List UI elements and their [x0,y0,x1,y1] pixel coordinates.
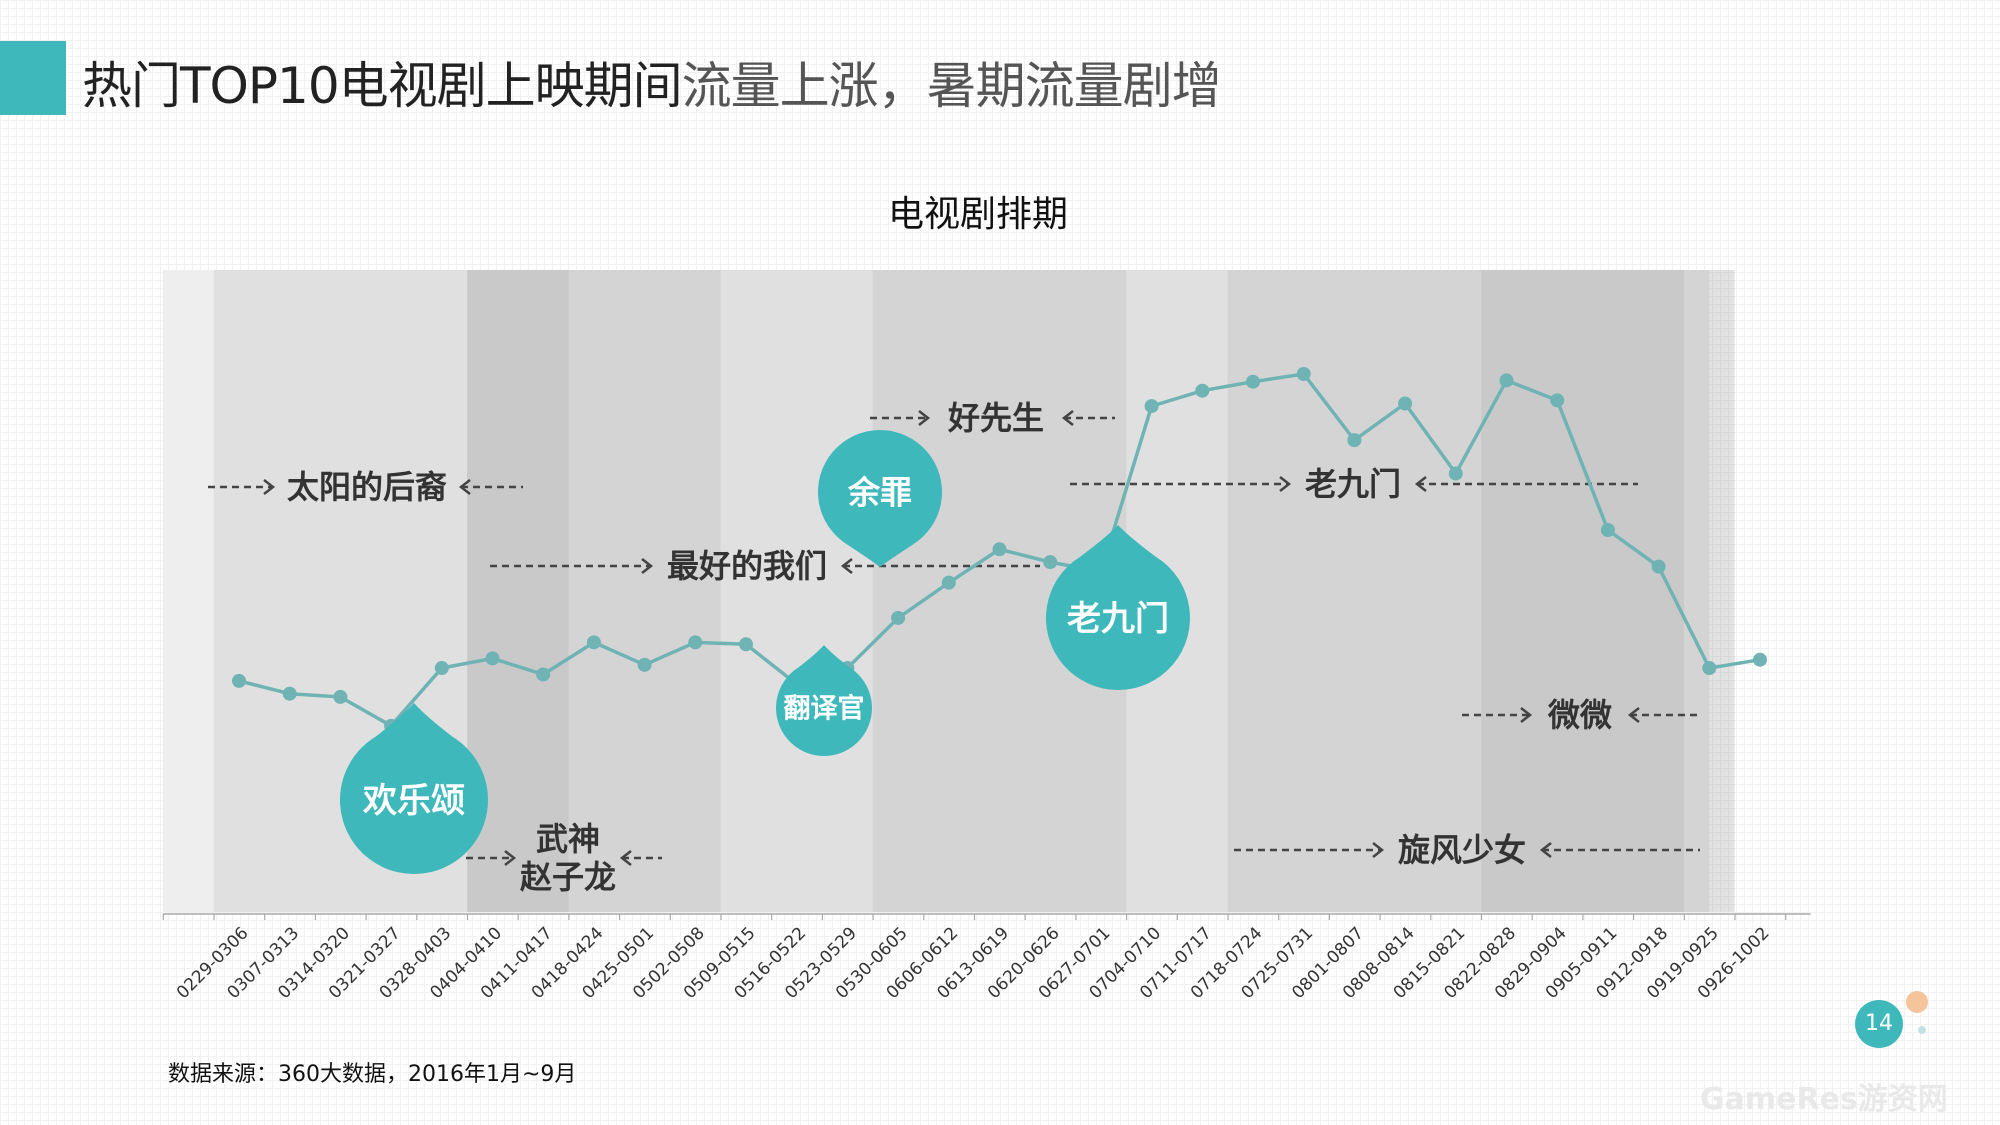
show-label-太阳的后裔: 太阳的后裔 [208,468,523,506]
watermark-logo: GameRes游资网 [1700,1082,1948,1117]
page-title-main: 热门TOP10电视剧上映期间 [82,57,683,115]
arrowhead-left [1372,842,1385,858]
traffic-point [333,689,348,704]
decor-dot-orange [1906,991,1928,1013]
traffic-series [232,367,1767,733]
traffic-point [586,635,601,650]
marker-drop [1046,525,1191,691]
arrowhead-right [1414,476,1427,492]
show-name: 最好的我们 [667,547,827,585]
page-title: 热门TOP10电视剧上映期间流量上涨，暑期流量剧增 [82,46,1222,118]
show-name: 武神 [536,820,600,858]
arrowhead-left [1279,476,1292,492]
arrowhead-left [504,850,517,866]
traffic-point [485,651,500,666]
marker-drop [776,645,873,756]
show-name: 好先生 [947,399,1044,437]
arrowhead-right [1061,410,1074,426]
marker-drop [340,703,488,875]
traffic-point [1651,559,1666,574]
traffic-point [637,657,652,672]
traffic-point [282,686,297,701]
arrowhead-left [1520,707,1533,723]
band-3 [467,270,1076,912]
traffic-point [1448,466,1463,481]
band-7 [1227,270,1735,912]
marker-drop [818,429,942,567]
arrowhead-right [1539,842,1552,858]
traffic-point [739,637,753,652]
show-name: 微微 [1547,696,1612,734]
show-label-老九门: 老九门 [1070,465,1638,503]
marker-label: 欢乐颂 [362,781,465,821]
arrowhead-right [458,479,471,495]
traffic-point [434,661,449,676]
show-name: 旋风少女 [1398,831,1526,869]
title-accent-bar [0,41,66,115]
band-2 [467,270,721,912]
traffic-point [1246,374,1260,389]
arrowhead-left [918,410,931,426]
x-axis: 0229-03060307-03130314-03200321-03270328… [162,913,1811,1003]
traffic-point [992,542,1007,557]
arrowhead-left [641,558,654,574]
traffic-point [1550,393,1565,408]
arrowhead-right [619,850,632,866]
show-label-好先生: 好先生 [870,399,1115,437]
schedule-chart: 电视剧排期 0229-03060307-03130314-03200321-03… [162,194,1811,1003]
traffic-point [1144,399,1159,414]
premiere-marker: 翻译官 [776,645,873,756]
traffic-point [688,635,703,650]
show-label-最好的我们: 最好的我们 [490,547,1040,585]
premiere-marker: 余罪 [818,429,942,567]
decor-dot-teal [1918,1026,1926,1034]
marker-label: 翻译官 [784,693,865,725]
premiere-marker: 欢乐颂 [340,703,488,875]
traffic-point [1753,652,1767,667]
traffic-point [1296,367,1311,382]
marker-label: 余罪 [847,474,912,512]
marker-label: 老九门 [1067,599,1169,639]
arrowhead-right [840,558,853,574]
arrowhead-left [263,479,276,495]
chart-title: 电视剧排期 [888,194,1068,235]
show-name: 老九门 [1305,465,1401,503]
page-title-rest: 流量上涨，暑期流量剧增 [681,57,1222,115]
band-6 [1481,270,1735,912]
traffic-point [1347,433,1362,448]
page-number: 14 [1855,1000,1903,1048]
traffic-point [1398,396,1413,411]
show-label-旋风少女: 旋风少女 [1234,831,1700,869]
traffic-point [1600,523,1615,538]
traffic-point [1499,373,1514,388]
traffic-point [1195,383,1210,398]
show-label-微微: 微微 [1462,696,1700,734]
source-note: 数据来源：360大数据，2016年1月~9月 [168,1062,577,1087]
traffic-point [891,610,906,625]
traffic-point [1702,661,1717,676]
show-name: 太阳的后裔 [287,468,447,506]
traffic-point [536,667,551,682]
traffic-point [941,575,956,590]
show-name: 赵子龙 [520,858,616,896]
premiere-marker: 老九门 [1046,525,1191,691]
traffic-point [232,673,246,688]
arrowhead-right [1627,707,1640,723]
traffic-point [1043,555,1058,570]
